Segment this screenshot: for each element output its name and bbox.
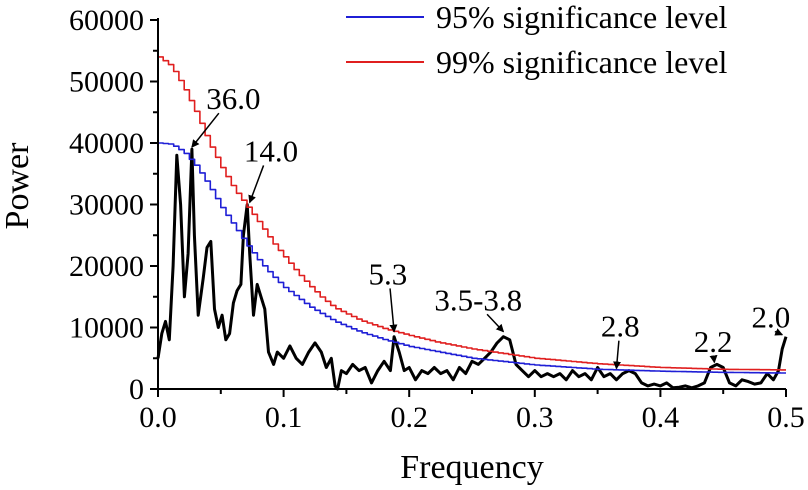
peak-label: 36.0 [206, 81, 260, 116]
y-axis-title: Power [0, 142, 36, 230]
y-tick-label: 30000 [69, 189, 144, 222]
peak-arrow [613, 340, 622, 370]
series-layer [156, 56, 788, 391]
peak-label: 5.3 [368, 256, 407, 291]
peak-arrow [248, 165, 265, 204]
x-tick-label: 0.4 [642, 401, 680, 434]
peak-label: 2.2 [694, 324, 733, 359]
legend: 95% significance level 99% significance … [346, 0, 728, 80]
peak-label: 3.5-3.8 [434, 282, 522, 317]
significance-99-line [158, 56, 786, 371]
power-spectrum-line [156, 147, 788, 391]
peak-arrow [389, 288, 398, 333]
y-tick-label: 0 [129, 373, 144, 406]
y-tick-label: 60000 [69, 4, 144, 37]
y-tick-label: 10000 [69, 312, 144, 345]
legend-label-99: 99% significance level [436, 44, 728, 80]
x-tick-label: 0.3 [516, 401, 554, 434]
y-tick-label: 20000 [69, 250, 144, 283]
peak-label: 14.0 [244, 133, 298, 168]
peak-annotations: 36.0 14.0 5.3 3.5-3.8 2.8 2.2 2.0 [191, 81, 791, 370]
peak-arrow [709, 354, 718, 364]
peak-label: 2.8 [601, 309, 640, 344]
x-tick-label: 0.0 [139, 401, 177, 434]
legend-label-95: 95% significance level [436, 0, 728, 35]
peak-arrow [191, 112, 220, 148]
x-tick-label: 0.2 [390, 401, 428, 434]
x-tick-label: 0.5 [767, 401, 805, 434]
y-tick-label: 50000 [69, 66, 144, 99]
x-tick-label: 0.1 [265, 401, 303, 434]
y-tick-label: 40000 [69, 127, 144, 160]
peak-arrow [486, 313, 505, 333]
x-axis-title: Frequency [400, 449, 544, 486]
peak-arrow [774, 328, 784, 336]
axes: 0.0 0.1 0.2 0.3 0.4 0.5 0 10000 20000 30000 40000 5… [69, 4, 805, 434]
significance-95-line [158, 142, 786, 374]
peak-label: 2.0 [752, 300, 791, 335]
